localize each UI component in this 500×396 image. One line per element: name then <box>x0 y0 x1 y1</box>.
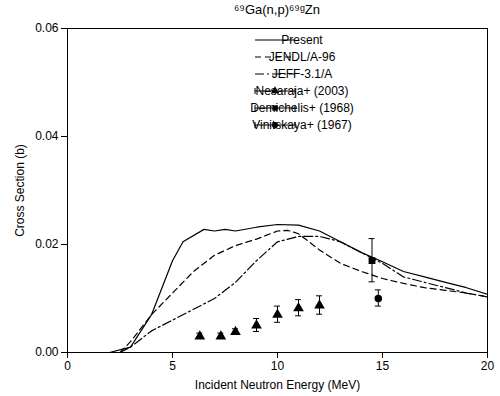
svg-text:Present: Present <box>281 33 323 47</box>
svg-text:0.02: 0.02 <box>35 237 59 251</box>
svg-text:JENDL/A-96: JENDL/A-96 <box>269 50 336 64</box>
svg-text:Vinitskaya+ (1967): Vinitskaya+ (1967) <box>252 118 352 132</box>
svg-text:Cross Section (b): Cross Section (b) <box>13 144 27 237</box>
svg-text:10: 10 <box>271 359 285 373</box>
svg-text:Nesaraja+ (2003): Nesaraja+ (2003) <box>255 84 348 98</box>
svg-text:JEFF-3.1/A: JEFF-3.1/A <box>272 67 333 81</box>
svg-text:20: 20 <box>481 359 495 373</box>
svg-text:5: 5 <box>169 359 176 373</box>
svg-text:Incident Neutron Energy (MeV): Incident Neutron Energy (MeV) <box>195 378 360 392</box>
svg-text:0.04: 0.04 <box>35 129 59 143</box>
svg-text:0.00: 0.00 <box>35 345 59 359</box>
svg-text:15: 15 <box>376 359 390 373</box>
svg-text:0: 0 <box>64 359 71 373</box>
svg-text:Demichelis+ (1968): Demichelis+ (1968) <box>250 101 354 115</box>
html-text:⁶⁹Ga(n,p)⁶⁹ᵍZn: ⁶⁹Ga(n,p)⁶⁹ᵍZn <box>234 2 320 17</box>
svg-text:0.06: 0.06 <box>35 21 59 35</box>
